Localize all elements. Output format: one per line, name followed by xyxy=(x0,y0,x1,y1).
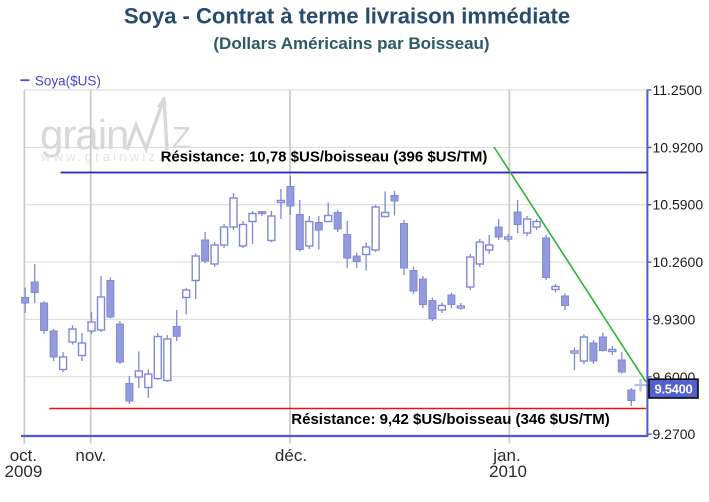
svg-text:Résistance: 10,78 $US/boisseau: Résistance: 10,78 $US/boisseau (396 $US/… xyxy=(161,149,488,166)
svg-text:9.5400: 9.5400 xyxy=(655,382,693,397)
svg-text:10.9200: 10.9200 xyxy=(653,139,704,155)
svg-text:www.grainwiz.co: www.grainwiz.co xyxy=(40,149,185,164)
svg-text:9.2700: 9.2700 xyxy=(653,426,696,442)
svg-text:2010: 2010 xyxy=(489,462,527,481)
svg-text:9.9300: 9.9300 xyxy=(653,311,696,327)
svg-text:10.2600: 10.2600 xyxy=(653,254,704,270)
svg-text:déc.: déc. xyxy=(275,446,307,465)
svg-text:2009: 2009 xyxy=(4,462,42,481)
svg-text:Z: Z xyxy=(172,120,191,155)
svg-text:oct.: oct. xyxy=(10,446,37,465)
svg-text:Résistance: 9,42 $US/boisseau: Résistance: 9,42 $US/boisseau (346 $US/T… xyxy=(291,411,609,428)
svg-text:(Dollars Américains par Boisse: (Dollars Américains par Boisseau) xyxy=(213,34,489,53)
svg-text:nov.: nov. xyxy=(75,446,106,465)
svg-text:Soya($US): Soya($US) xyxy=(35,74,101,89)
svg-text:grain: grain xyxy=(40,111,128,158)
svg-text:11.2500: 11.2500 xyxy=(653,82,703,98)
svg-text:10.5900: 10.5900 xyxy=(653,197,704,213)
svg-text:Soya - Contrat à terme livrais: Soya - Contrat à terme livraison immédia… xyxy=(124,4,570,29)
svg-text:jan.: jan. xyxy=(492,446,520,465)
